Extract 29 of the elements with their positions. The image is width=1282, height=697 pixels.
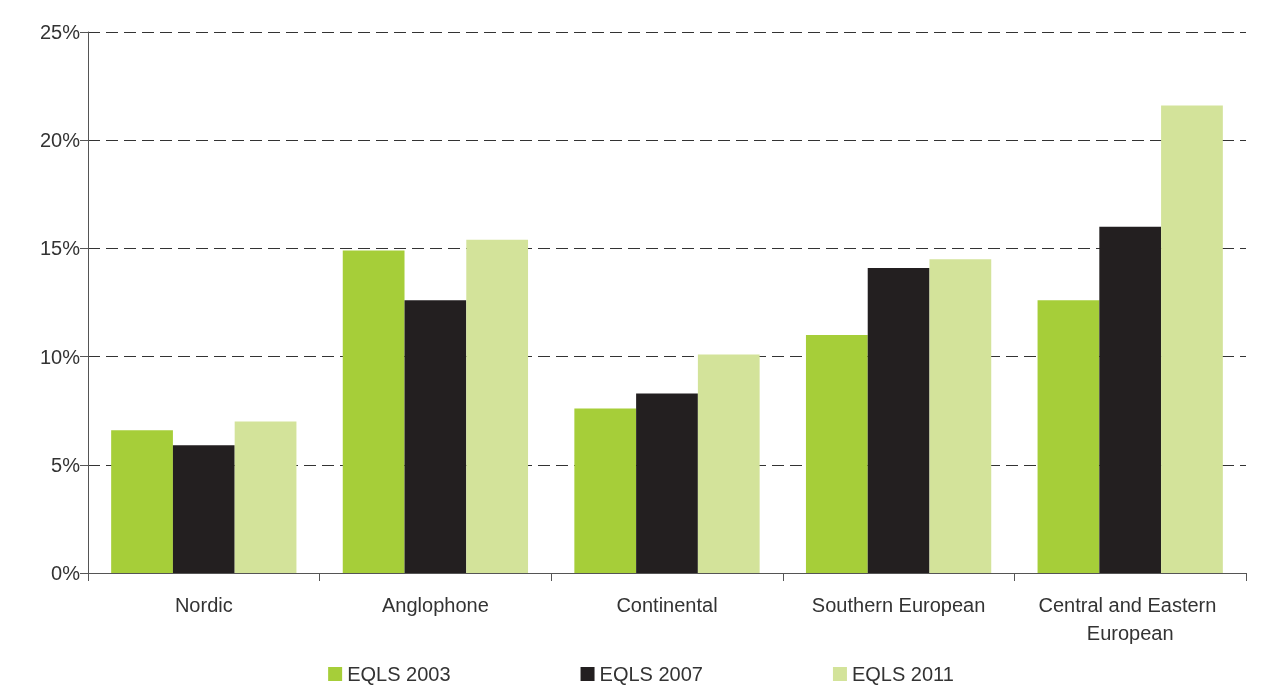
- bar: [111, 430, 173, 573]
- x-tick-label: Southern European: [811, 594, 986, 616]
- bar: [1037, 300, 1100, 573]
- bar: [342, 250, 405, 573]
- bar: [867, 267, 930, 573]
- bar: [697, 354, 760, 573]
- x-tick-label: Central and Eastern European: [1038, 594, 1222, 644]
- bar: [636, 393, 698, 573]
- x-tick-label: Continental: [616, 594, 718, 616]
- bar: [404, 300, 467, 573]
- y-tick-label: 15%: [39, 237, 81, 260]
- y-tick-label: 5%: [51, 453, 81, 476]
- y-tick-label: 25%: [39, 21, 81, 43]
- y-tick-label: 10%: [39, 345, 81, 368]
- x-tick-label: Nordic: [174, 594, 233, 616]
- bar: [466, 239, 529, 573]
- legend-label: EQLS 2011: [851, 663, 954, 685]
- x-tick-label: Anglophone: [382, 594, 489, 616]
- bar: [1161, 105, 1223, 573]
- legend-label: EQLS 2007: [599, 663, 703, 685]
- legend-label: EQLS 2003: [347, 663, 451, 685]
- bar: [172, 445, 235, 573]
- y-tick-label: 0%: [51, 562, 81, 584]
- bar: [574, 408, 637, 573]
- bar: [234, 421, 297, 573]
- bar: [1099, 226, 1162, 573]
- y-tick-label: 20%: [39, 129, 81, 152]
- bar: [929, 259, 992, 573]
- bar: [805, 334, 868, 573]
